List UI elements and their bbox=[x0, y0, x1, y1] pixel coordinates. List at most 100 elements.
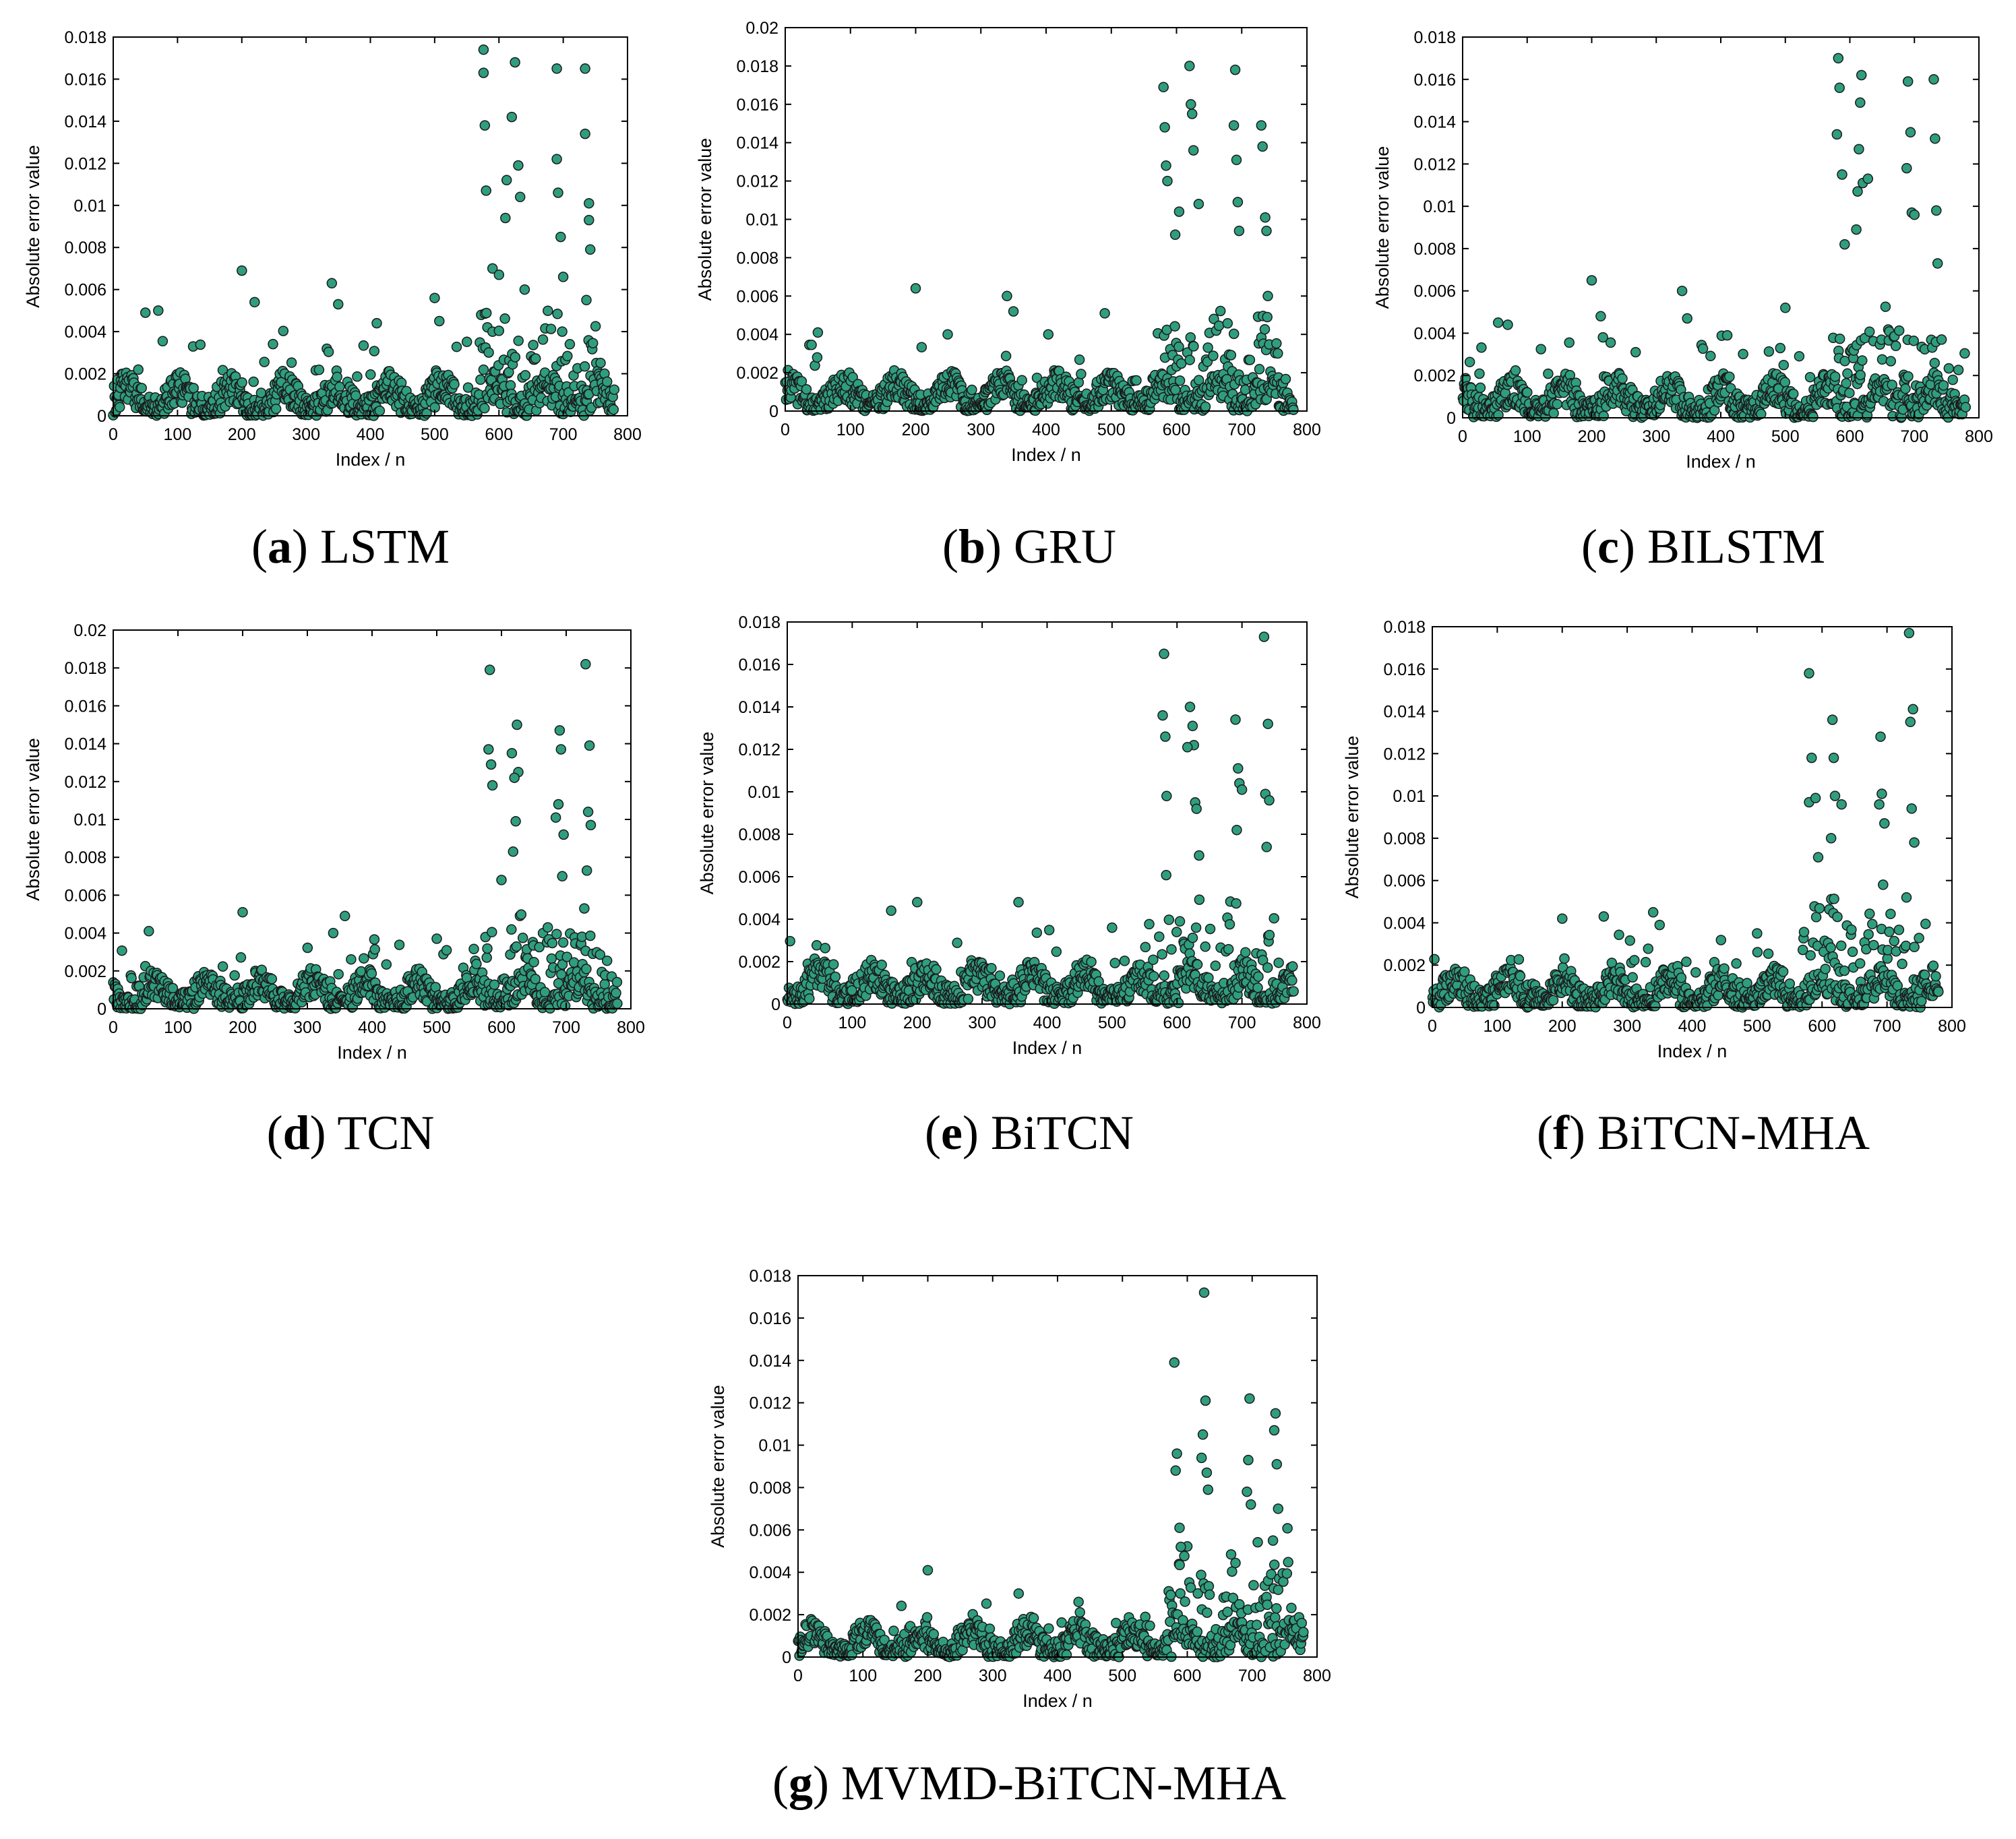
data-point-peak bbox=[1159, 82, 1168, 92]
data-point bbox=[952, 938, 962, 947]
data-point-peak bbox=[1837, 170, 1847, 179]
data-point bbox=[1204, 973, 1213, 983]
x-tick-label: 300 bbox=[968, 1014, 996, 1032]
data-point bbox=[1643, 944, 1653, 954]
data-point-peak bbox=[581, 660, 590, 669]
data-point-peak bbox=[1162, 791, 1171, 801]
y-tick-label: 0.014 bbox=[1413, 113, 1456, 132]
data-points bbox=[781, 61, 1298, 416]
data-point bbox=[520, 371, 530, 380]
data-point-peak bbox=[1833, 53, 1843, 63]
data-point bbox=[483, 944, 492, 954]
data-point-peak bbox=[520, 285, 529, 294]
data-point-peak bbox=[514, 161, 523, 170]
data-point-peak bbox=[510, 773, 519, 782]
data-point bbox=[1075, 355, 1085, 365]
data-point bbox=[507, 925, 516, 934]
data-point bbox=[1628, 972, 1637, 982]
data-point bbox=[314, 365, 324, 375]
data-point-peak bbox=[1262, 842, 1271, 852]
data-point bbox=[516, 910, 526, 919]
y-tick-label: 0.008 bbox=[64, 848, 106, 867]
y-tick-label: 0.004 bbox=[736, 325, 778, 344]
y-tick-label: 0.004 bbox=[64, 323, 106, 342]
data-point bbox=[530, 974, 540, 984]
data-point-peak bbox=[1171, 230, 1180, 239]
data-point bbox=[812, 352, 822, 362]
data-point-peak bbox=[250, 297, 259, 307]
x-tick-label: 700 bbox=[1900, 427, 1928, 446]
x-tick-label: 100 bbox=[836, 420, 865, 439]
data-point bbox=[1699, 344, 1708, 353]
data-point-peak bbox=[1853, 187, 1862, 196]
x-tick-label: 800 bbox=[1293, 420, 1321, 439]
data-point-peak bbox=[1906, 127, 1916, 137]
data-point bbox=[580, 362, 590, 371]
data-point bbox=[802, 385, 812, 394]
data-point bbox=[591, 321, 601, 331]
data-point bbox=[1516, 971, 1525, 980]
data-point bbox=[1511, 366, 1521, 375]
x-tick-label: 700 bbox=[552, 1018, 580, 1037]
y-tick-label: 0.006 bbox=[64, 281, 106, 300]
y-tick-label: 0.006 bbox=[64, 886, 106, 905]
data-point bbox=[422, 408, 431, 418]
y-tick-label: 0.006 bbox=[736, 287, 778, 306]
data-point bbox=[1564, 338, 1574, 347]
data-point-peak bbox=[1188, 721, 1197, 730]
data-point bbox=[1224, 945, 1233, 954]
data-point bbox=[1840, 966, 1850, 976]
data-point-peak bbox=[1189, 146, 1198, 155]
x-tick-label: 500 bbox=[1771, 427, 1800, 446]
data-point-peak bbox=[1903, 77, 1913, 86]
data-point bbox=[1775, 344, 1785, 353]
data-point-peak bbox=[584, 807, 593, 817]
data-point-peak bbox=[1263, 719, 1273, 728]
data-point bbox=[1938, 381, 1948, 390]
data-point bbox=[1002, 351, 1011, 361]
data-point bbox=[518, 933, 528, 943]
data-point bbox=[324, 347, 334, 356]
data-points bbox=[109, 660, 622, 1014]
data-point bbox=[1780, 377, 1790, 387]
data-point-peak bbox=[586, 820, 596, 830]
data-point-peak bbox=[508, 847, 518, 856]
x-tick-label: 500 bbox=[1097, 420, 1126, 439]
y-tick-label: 0.018 bbox=[64, 28, 106, 47]
data-point bbox=[1835, 334, 1845, 344]
data-point bbox=[1856, 371, 1865, 380]
data-point bbox=[1087, 957, 1096, 966]
x-tick-label: 0 bbox=[109, 425, 118, 444]
data-point-peak bbox=[813, 328, 822, 337]
data-point bbox=[1269, 914, 1279, 923]
data-point bbox=[268, 340, 278, 349]
x-axis-label: Index / n bbox=[1686, 451, 1756, 472]
y-tick-label: 0.012 bbox=[736, 173, 778, 191]
y-tick-label: 0.006 bbox=[1413, 282, 1456, 301]
data-point bbox=[596, 359, 605, 368]
data-point bbox=[1174, 342, 1184, 352]
data-point bbox=[367, 969, 376, 978]
data-point bbox=[1192, 923, 1201, 933]
data-point bbox=[1260, 325, 1270, 334]
data-point bbox=[543, 306, 553, 315]
data-point bbox=[278, 326, 288, 336]
data-point-peak bbox=[911, 284, 921, 293]
data-point-peak bbox=[479, 45, 488, 55]
data-point bbox=[1536, 344, 1546, 354]
data-point-peak bbox=[1232, 155, 1242, 164]
x-axis-label: Index / n bbox=[337, 1042, 407, 1063]
x-tick-label: 600 bbox=[487, 1018, 516, 1037]
data-point bbox=[1837, 941, 1846, 950]
data-point-peak bbox=[1264, 796, 1274, 805]
data-point-peak bbox=[557, 871, 567, 881]
y-tick-label: 0.01 bbox=[73, 811, 106, 830]
data-point bbox=[552, 929, 561, 939]
data-point-peak bbox=[1259, 632, 1269, 642]
data-point bbox=[1800, 927, 1809, 937]
data-point bbox=[1144, 919, 1154, 929]
x-tick-label: 200 bbox=[228, 1018, 257, 1037]
data-point bbox=[1149, 955, 1158, 964]
y-tick-label: 0.004 bbox=[64, 925, 106, 943]
data-point-peak bbox=[1229, 121, 1239, 130]
